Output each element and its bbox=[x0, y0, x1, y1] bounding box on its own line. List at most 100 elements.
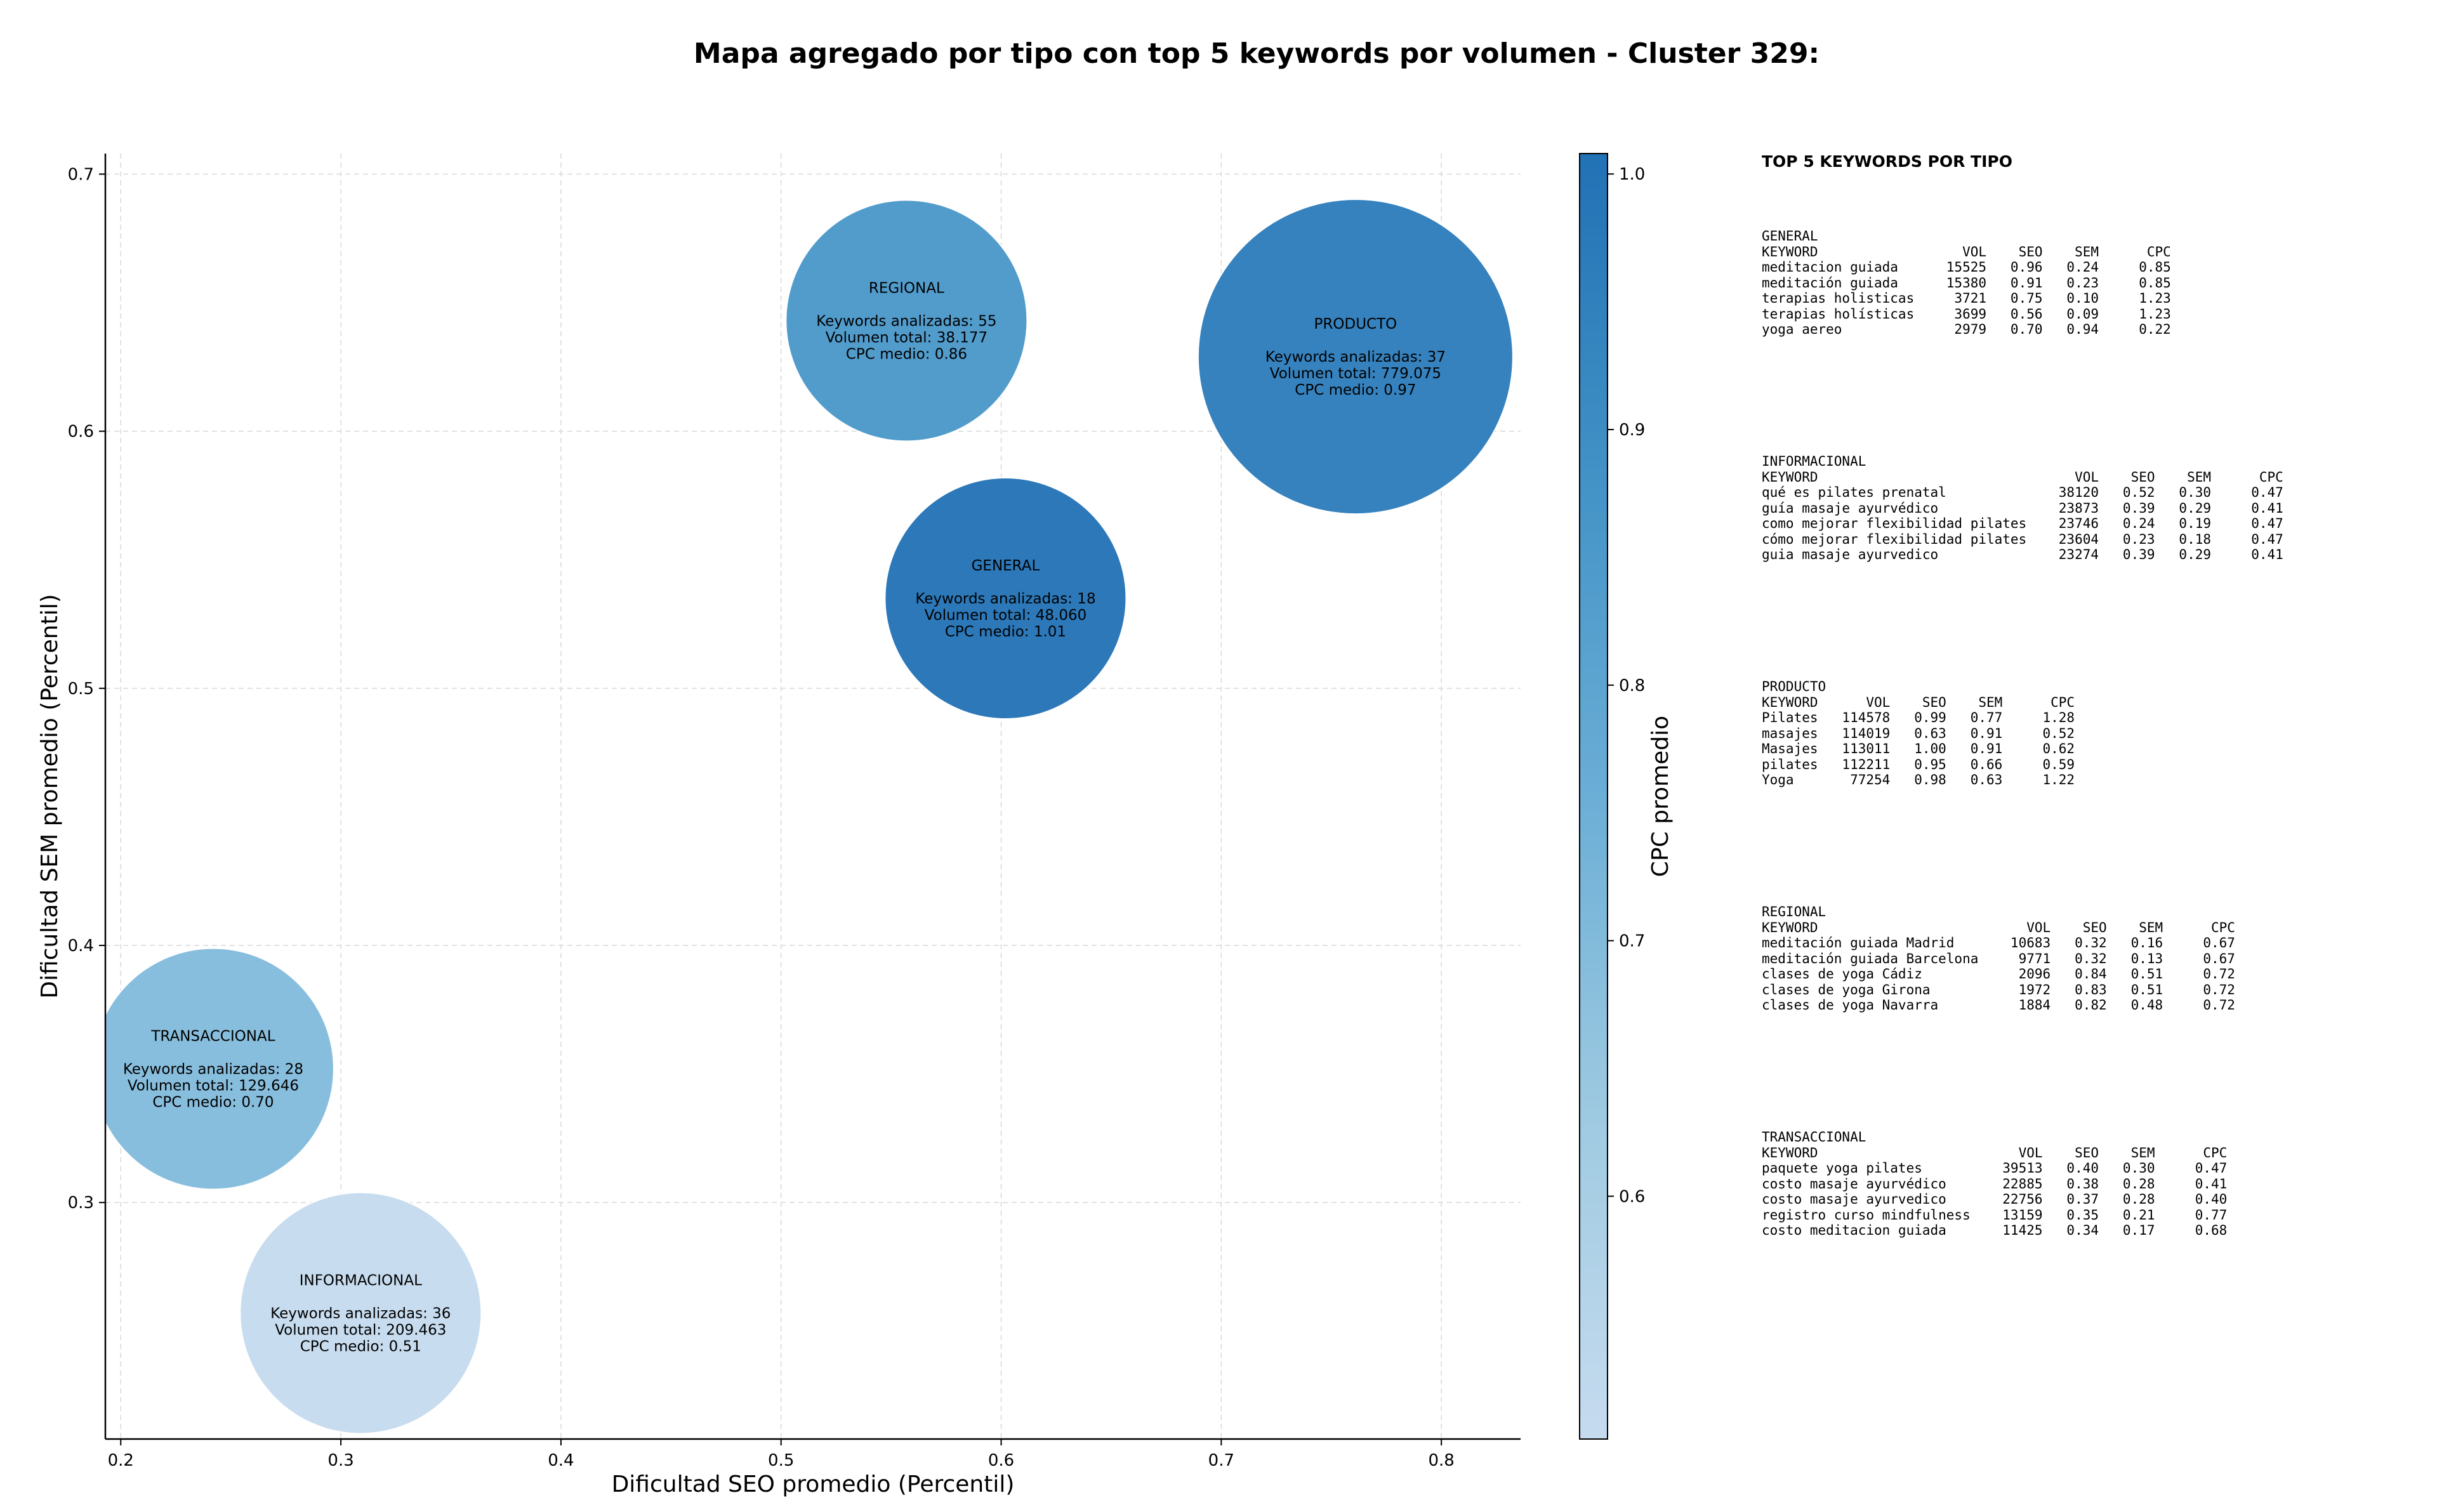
value-cell: CPC bbox=[2146, 244, 2171, 260]
table-row: qué es pilates prenatal 38120 0.52 0.30 0.47 bbox=[1762, 485, 2422, 501]
value-cell: 10683 bbox=[2010, 935, 2051, 950]
x-tick-label: 0.8 bbox=[1428, 1451, 1454, 1470]
value-cell: 0.23 bbox=[2122, 531, 2155, 547]
value-cell: 0.77 bbox=[1970, 710, 2003, 725]
value-cell: 0.32 bbox=[2075, 935, 2107, 950]
value-cell: 0.30 bbox=[2122, 1160, 2155, 1176]
value-cell: SEM bbox=[2187, 469, 2211, 485]
bubble-label: GENERAL bbox=[972, 558, 1040, 574]
bubble-label: INFORMACIONAL bbox=[300, 1272, 422, 1289]
keyword-cell: Pilates bbox=[1762, 710, 1818, 725]
table-row: meditación guiada 15380 0.91 0.23 0.85 bbox=[1762, 275, 2422, 291]
keyword-cell: registro curso mindfulness bbox=[1762, 1207, 1971, 1223]
value-cell: 0.63 bbox=[1970, 772, 2003, 787]
group-name: TRANSACCIONAL bbox=[1762, 1129, 1866, 1145]
value-cell: 0.24 bbox=[2122, 516, 2155, 531]
keyword-group-producto: PRODUCTO KEYWORD VOL SEO SEM CPC Pilates 114578… bbox=[1762, 679, 2422, 788]
value-cell: 9771 bbox=[2018, 950, 2051, 966]
value-cell: 0.30 bbox=[2179, 485, 2211, 500]
keyword-cell: costo masaje ayurvédico bbox=[1762, 1176, 1946, 1192]
value-cell: 0.56 bbox=[2010, 306, 2043, 322]
value-cell: VOL bbox=[1866, 694, 1891, 710]
table-header: KEYWORD VOL SEO SEM CPC bbox=[1762, 920, 2422, 936]
x-tick-label: 0.2 bbox=[108, 1451, 134, 1470]
plot-axes: 0.2 0.3 0.4 0.5 0.6 0.7 0.8 0.3 0.4 0.5 0.6 0.7 bbox=[68, 154, 1521, 1470]
colorbar-tick-label: 0.6 bbox=[1619, 1187, 1645, 1206]
group-name: PRODUCTO bbox=[1762, 679, 1826, 694]
value-cell: SEO bbox=[2018, 244, 2043, 260]
table-row: costo meditacion guiada 11425 0.34 0.17 0.68 bbox=[1762, 1223, 2422, 1239]
value-cell: 112211 bbox=[1842, 756, 1891, 772]
table-row: yoga aereo 2979 0.70 0.94 0.22 bbox=[1762, 322, 2422, 338]
value-cell: 0.47 bbox=[2251, 516, 2283, 531]
keyword-cell: qué es pilates prenatal bbox=[1762, 485, 1946, 500]
value-cell: 0.39 bbox=[2122, 547, 2155, 562]
y-tick-label: 0.6 bbox=[68, 423, 94, 442]
bubble-label: Keywords analizadas: 37 bbox=[1265, 349, 1446, 365]
group-name: GENERAL bbox=[1762, 228, 1818, 244]
value-cell: 1.23 bbox=[2139, 291, 2171, 306]
table-row: Yoga 77254 0.98 0.63 1.22 bbox=[1762, 772, 2422, 788]
bubble-label: REGIONAL bbox=[869, 280, 944, 296]
keyword-cell: clases de yoga Navarra bbox=[1762, 997, 1939, 1013]
value-cell: 0.19 bbox=[2179, 516, 2211, 531]
keyword-cell: meditacion guiada bbox=[1762, 260, 1898, 275]
table-row: terapias holísticas 3699 0.56 0.09 1.23 bbox=[1762, 306, 2422, 322]
bubble-label: CPC medio: 0.51 bbox=[300, 1338, 421, 1355]
value-cell: 1.23 bbox=[2139, 306, 2171, 322]
table-row: meditación guiada Madrid 10683 0.32 0.16 0.6… bbox=[1762, 935, 2422, 951]
bubble-label: CPC medio: 0.70 bbox=[152, 1095, 274, 1111]
value-cell: 0.47 bbox=[2251, 485, 2283, 500]
value-cell: 3699 bbox=[1954, 306, 1986, 322]
keyword-cell: yoga aereo bbox=[1762, 322, 1842, 337]
keyword-group-general: GENERAL KEYWORD VOL SEO SEM CPC meditacion gui… bbox=[1762, 228, 2422, 338]
value-cell: 1.00 bbox=[1914, 741, 1946, 756]
value-cell: 0.28 bbox=[2122, 1192, 2155, 1207]
bubble-label: CPC medio: 1.01 bbox=[945, 624, 1066, 640]
keyword-cell: paquete yoga pilates bbox=[1762, 1160, 1922, 1176]
bubble-label: CPC medio: 0.86 bbox=[846, 346, 967, 362]
value-cell: 0.47 bbox=[2251, 531, 2283, 547]
keyword-cell: KEYWORD bbox=[1762, 244, 1818, 260]
value-cell: SEM bbox=[2075, 244, 2099, 260]
keyword-cell: meditación guiada bbox=[1762, 275, 1898, 291]
keyword-group-informacional: INFORMACIONAL KEYWORD VOL SEO SEM CPC qué es p… bbox=[1762, 454, 2422, 563]
value-cell: 0.98 bbox=[1914, 772, 1946, 787]
value-cell: 0.68 bbox=[2195, 1223, 2228, 1238]
table-header: KEYWORD VOL SEO SEM CPC bbox=[1762, 244, 2422, 260]
panel-title: TOP 5 KEYWORDS POR TIPO bbox=[1762, 152, 2012, 171]
x-tick-label: 0.7 bbox=[1208, 1451, 1234, 1470]
value-cell: 0.35 bbox=[2066, 1207, 2099, 1223]
value-cell: 0.41 bbox=[2251, 500, 2283, 516]
keyword-cell: terapias holísticas bbox=[1762, 306, 1915, 322]
value-cell: 0.62 bbox=[2042, 741, 2075, 756]
value-cell: 1.28 bbox=[2042, 710, 2075, 725]
value-cell: 3721 bbox=[1954, 291, 1986, 306]
x-tick-label: 0.6 bbox=[988, 1451, 1014, 1470]
keyword-cell: Yoga bbox=[1762, 772, 1794, 787]
colorbar-tick-label: 0.8 bbox=[1619, 676, 1645, 695]
bubble-producto bbox=[1197, 199, 1514, 515]
bubble-regional bbox=[785, 199, 1028, 442]
value-cell: 39513 bbox=[2002, 1160, 2043, 1176]
value-cell: 2096 bbox=[2018, 966, 2051, 982]
y-axis-label: Dificultad SEM promedio (Percentil) bbox=[37, 594, 63, 999]
bubble-informacional bbox=[239, 1192, 482, 1435]
value-cell: 0.66 bbox=[1970, 756, 2003, 772]
keyword-cell: KEYWORD bbox=[1762, 919, 1818, 935]
table-row: masajes 114019 0.63 0.91 0.52 bbox=[1762, 726, 2422, 742]
value-cell: CPC bbox=[2259, 469, 2283, 485]
keyword-cell: guía masaje ayurvédico bbox=[1762, 500, 1939, 516]
value-cell: SEM bbox=[2130, 1145, 2155, 1160]
keyword-cell: costo masaje ayurvedico bbox=[1762, 1192, 1946, 1207]
table-header: KEYWORD VOL SEO SEM CPC bbox=[1762, 470, 2422, 485]
keyword-cell: KEYWORD bbox=[1762, 1145, 1818, 1160]
colorbar-tick-label: 0.9 bbox=[1619, 421, 1645, 440]
value-cell: 0.85 bbox=[2139, 260, 2171, 275]
value-cell: 0.75 bbox=[2010, 291, 2043, 306]
value-cell: 0.72 bbox=[2203, 966, 2235, 982]
bubble-label: Keywords analizadas: 55 bbox=[816, 313, 996, 329]
value-cell: 1.22 bbox=[2042, 772, 2075, 787]
